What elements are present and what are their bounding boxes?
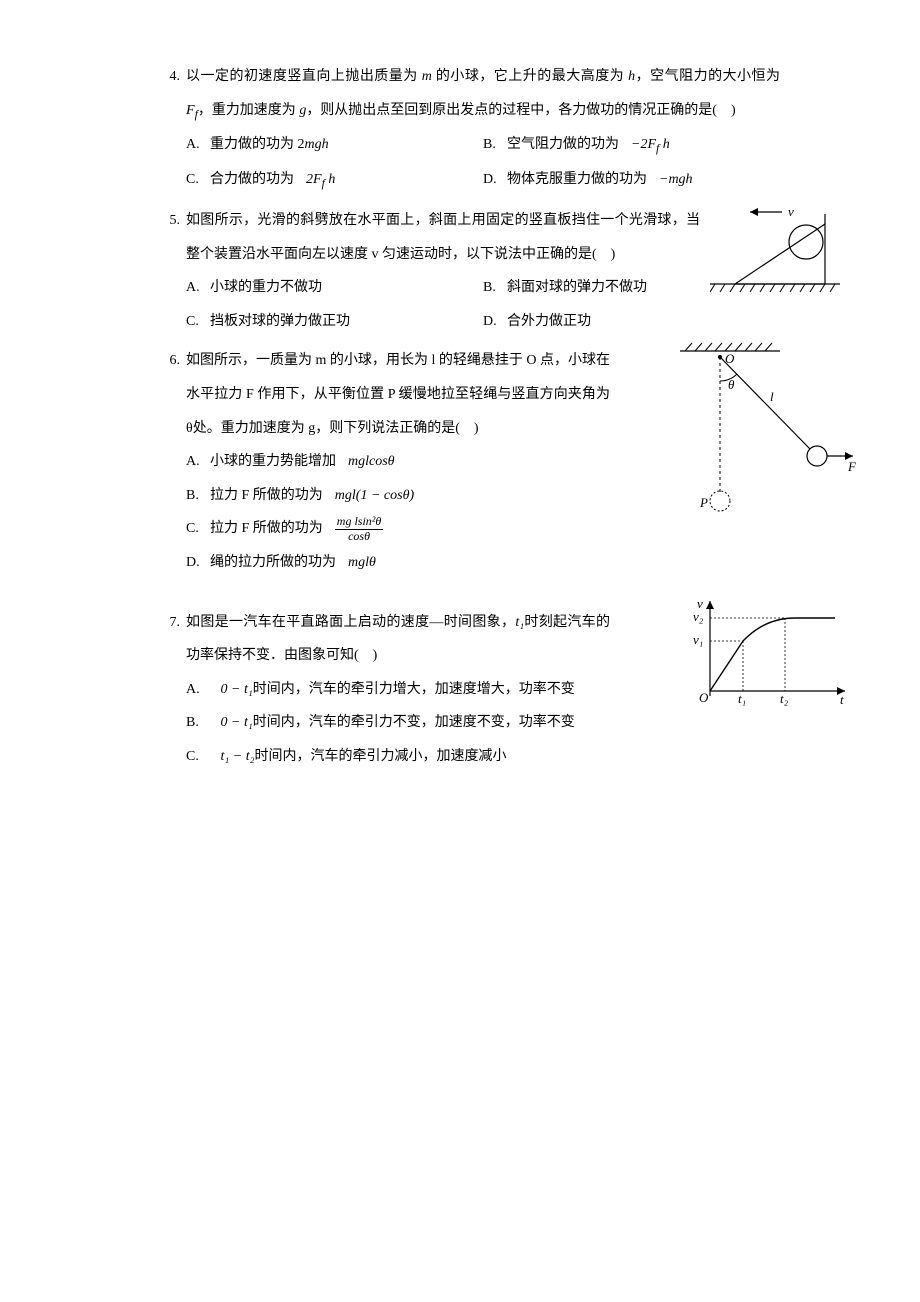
axis-t: t [840,692,844,706]
question-body: t v O t₁ t₂ v₁ v₂ 如图是一汽车在平直路面上启动的速度—时间图象… [186,606,780,774]
figure-pendulum: O P θ l F [670,339,860,519]
figure-wedge-ball: v [710,204,840,294]
question-4: 4. 以一定的初速度竖直向上抛出质量为 m 的小球，它上升的最大高度为 h，空气… [150,60,780,198]
option-c: C.合力做的功为2Ff h [186,163,483,198]
option-c: C. t₁ − t₂时间内，汽车的牵引力减小，加速度减小 [186,740,780,774]
option-a: A.小球的重力不做功 [186,271,483,305]
formula: −2Ff h [619,137,670,152]
tick-v1: v₁ [693,632,703,647]
formula: 2Ff h [294,172,335,187]
option-b: B.空气阻力做的功为−2Ff h [483,128,780,163]
tick-t2: t₂ [780,691,789,706]
question-5: 5. v 如图所示，光滑的斜劈放在水平面上，斜面上用固定的竖直板挡住一个光滑球，… [150,204,780,338]
options: A.重力做的功为 2mgh B.空气阻力做的功为−2Ff h C.合力做的功为2… [186,128,780,198]
label-theta: θ [728,377,735,392]
option-d: D.物体克服重力做的功为−mgh [483,163,780,198]
option-d: D.合外力做正功 [483,305,780,339]
question-stem: 以一定的初速度竖直向上抛出质量为 m 的小球，它上升的最大高度为 h，空气阻力的… [186,60,780,128]
question-7: 7. t v O t₁ t₂ v₁ v₂ 如图是一汽车在平直路面上启动的速度—时… [150,606,780,774]
formula-frac: mg lsin²θcosθ [323,521,384,536]
label-P: P [699,495,708,510]
question-body: 以一定的初速度竖直向上抛出质量为 m 的小球，它上升的最大高度为 h，空气阻力的… [186,60,780,198]
figure-vt-graph: t v O t₁ t₂ v₁ v₂ [685,596,850,706]
question-6: 6. O P θ l F 如图所示，一质量为 m 的小球，用长为 l 的轻绳悬挂… [150,344,780,579]
question-number: 5. [150,204,186,338]
label-v: v [788,204,794,219]
options: A.小球的重力不做功 B.斜面对球的弹力不做功 C.挡板对球的弹力做正功 D.合… [186,271,780,338]
option-a: A.重力做的功为 2mgh [186,128,483,163]
question-number: 4. [150,60,186,198]
question-number: 6. [150,344,186,579]
tick-v2: v₂ [693,609,704,624]
option-d: D.绳的拉力所做的功为mglθ [186,546,780,580]
question-stem: 如图所示，光滑的斜劈放在水平面上，斜面上用固定的竖直板挡住一个光滑球，当整个装置… [186,204,780,271]
option-b: B. 0 − t₁时间内，汽车的牵引力不变，加速度不变，功率不变 [186,706,780,740]
question-number: 7. [150,606,186,774]
question-body: O P θ l F 如图所示，一质量为 m 的小球，用长为 l 的轻绳悬挂于 O… [186,344,780,579]
label-l: l [770,389,774,404]
label-F: F [847,459,857,474]
question-body: v 如图所示，光滑的斜劈放在水平面上，斜面上用固定的竖直板挡住一个光滑球，当整个… [186,204,780,338]
tick-t1: t₁ [738,691,746,706]
formula-ff: Ff [186,103,198,118]
option-c: C.挡板对球的弹力做正功 [186,305,483,339]
axis-origin: O [699,690,709,705]
